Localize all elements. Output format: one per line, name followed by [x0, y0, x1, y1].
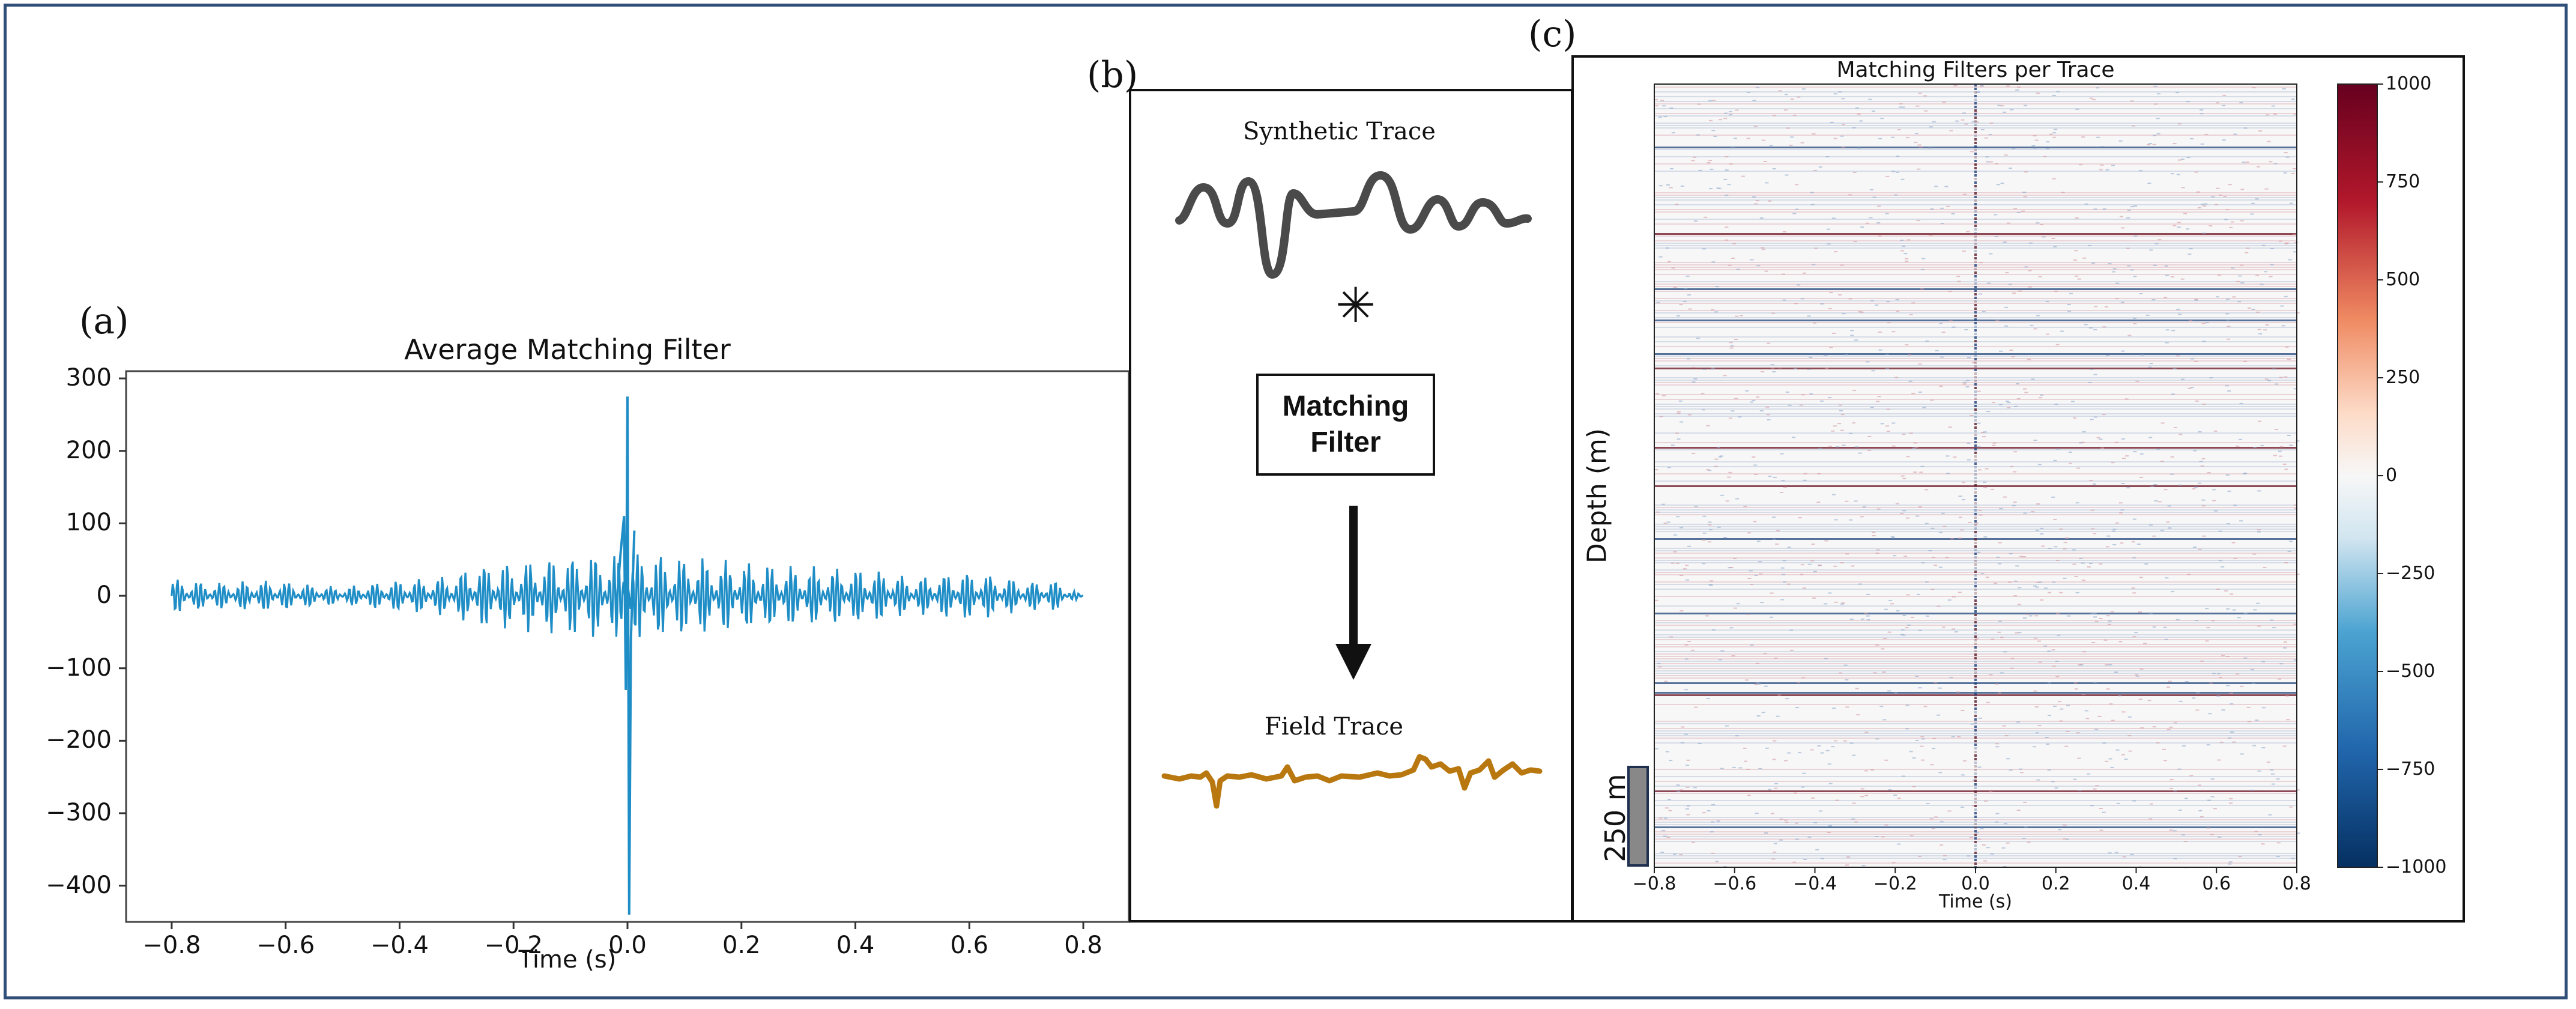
x-tick-label: −0.6: [1713, 873, 1757, 894]
synthetic-trace-curve: [1175, 171, 1532, 279]
y-tick-label: −100: [46, 653, 112, 682]
colorbar-tick-label: 500: [2386, 269, 2420, 290]
colorbar-tick-label: 0: [2386, 465, 2398, 486]
x-tick-label: 0.0: [1961, 873, 1990, 894]
x-tick-label: 0.8: [2282, 873, 2311, 894]
scale-bar-label: 250 m: [1599, 774, 1631, 862]
x-tick-label: −0.6: [256, 932, 315, 959]
x-tick-label: −0.2: [484, 932, 543, 959]
x-tick-label: −0.4: [1793, 873, 1837, 894]
workflow-panel: Synthetic Trace ✳ Matching Filter Field …: [1129, 89, 1573, 923]
colorbar-tick-label: −1000: [2386, 856, 2447, 877]
colorbar-tick-label: 250: [2386, 367, 2420, 388]
x-tick-label: −0.4: [370, 932, 429, 959]
y-tick-label: −300: [46, 799, 112, 826]
depth-label: Depth (m): [1582, 428, 1613, 564]
panel-a-title: Average Matching Filter: [404, 333, 731, 366]
y-tick-label: 300: [65, 364, 112, 392]
colorbar: [2337, 83, 2378, 868]
x-tick-label: 0.0: [608, 932, 647, 959]
panel-c-title: Matching Filters per Trace: [1836, 58, 2115, 82]
y-tick-label: −200: [46, 726, 112, 754]
y-tick-label: 100: [65, 509, 112, 537]
matching-filter-line2: Filter: [1310, 426, 1381, 458]
scale-bar: [1627, 766, 1649, 867]
x-tick-label: −0.2: [1873, 873, 1917, 894]
y-tick-label: 0: [96, 581, 112, 610]
y-tick-label: −400: [46, 871, 112, 899]
convolution-operator: ✳: [1335, 277, 1376, 333]
down-arrow: [1335, 506, 1371, 680]
colorbar-tick-label: 750: [2386, 171, 2420, 192]
heatmap-stripes: [1654, 84, 2300, 868]
panel-c-xlabel: Time (s): [1939, 891, 2012, 912]
x-tick-label: 0.2: [722, 932, 761, 959]
colorbar-tick-label: −500: [2386, 661, 2435, 682]
matching-filter-line1: Matching: [1282, 390, 1409, 422]
y-tick-label: 200: [65, 436, 112, 464]
panel-c-label: (c): [1528, 13, 1577, 55]
panel-a-label: (a): [79, 300, 129, 342]
x-tick-label: 0.8: [1064, 932, 1102, 959]
x-tick-label: −0.8: [142, 932, 201, 959]
x-tick-label: −0.8: [1632, 873, 1677, 894]
colorbar-tick-label: −750: [2386, 759, 2435, 780]
colorbar-tick-label: 1000: [2386, 73, 2432, 94]
x-tick-label: 0.2: [2041, 873, 2070, 894]
panel-a-xlabel: Time (s): [518, 946, 617, 974]
synthetic-trace-label: Synthetic Trace: [1243, 118, 1436, 145]
colorbar-tick-label: −250: [2386, 563, 2435, 584]
x-tick-label: 0.6: [950, 932, 989, 959]
field-trace-label: Field Trace: [1265, 713, 1404, 741]
x-tick-label: 0.4: [2121, 873, 2151, 894]
x-tick-label: 0.6: [2202, 873, 2231, 894]
figure-frame: [4, 4, 2568, 999]
field-trace-curve: [1161, 754, 1543, 809]
matching-filter-box: Matching Filter: [1256, 374, 1435, 476]
x-tick-label: 0.4: [836, 932, 875, 959]
central-spike: [615, 396, 636, 915]
